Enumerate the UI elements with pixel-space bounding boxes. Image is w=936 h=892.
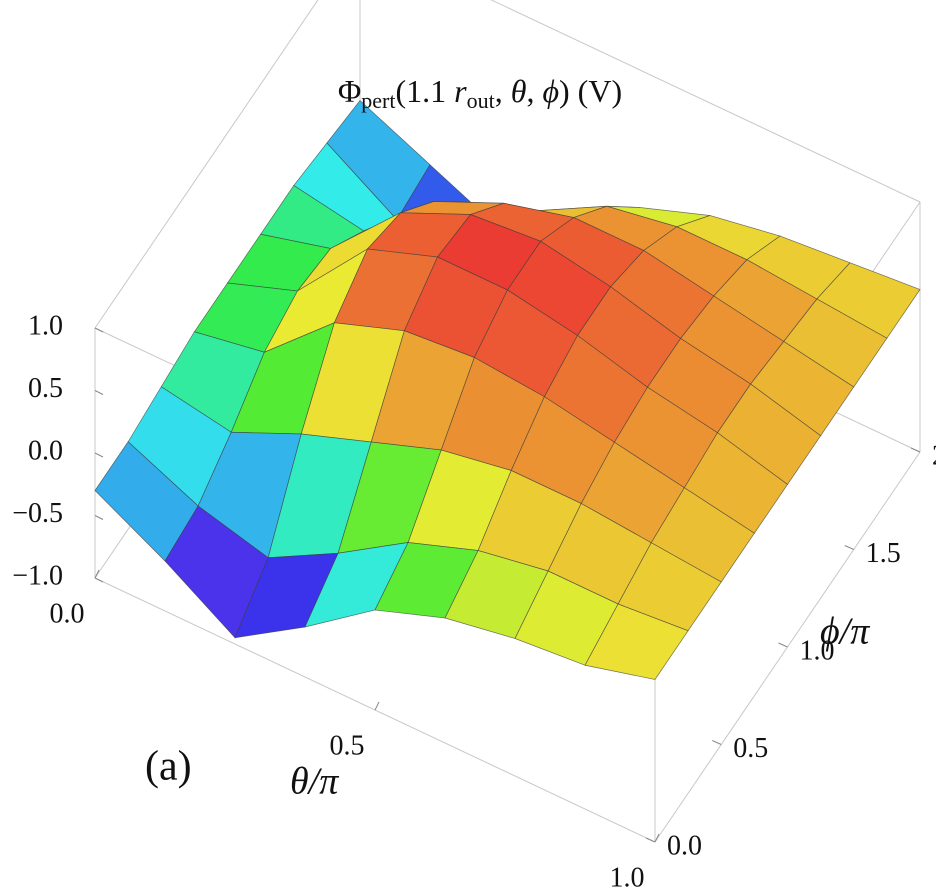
x-tick (374, 701, 380, 711)
z-tick-label: 0.0 (28, 435, 63, 466)
title-part: Φ (338, 73, 361, 109)
x-tick-label: 0.5 (330, 730, 365, 761)
z-tick (94, 390, 104, 395)
y-tick (645, 837, 656, 843)
y-tick-label: 1.0 (800, 635, 835, 666)
surface-cell (584, 603, 689, 680)
x-tick-label: 0.0 (50, 598, 85, 629)
title-part: (1.1 (396, 73, 455, 109)
y-tick (712, 740, 722, 745)
y-axis-label: ϕ/π (820, 611, 870, 653)
y-tick-label: 0.5 (733, 733, 768, 764)
z-tick (94, 452, 104, 458)
panel-label: (a) (145, 744, 192, 790)
box-edge (94, 0, 319, 329)
title-part: , (495, 73, 511, 109)
x-tick-label: 1.0 (610, 862, 645, 892)
title-part: out (467, 88, 495, 113)
z-tick-label: 1.0 (28, 310, 63, 341)
box-edge (490, 0, 921, 203)
z-tick (94, 577, 104, 583)
z-tick (94, 515, 104, 520)
plot: −1.0 −0.5 0.0 0.5 1.0 0.0 0.5 1.0 0.0 0.5 1.0 1.5 2.… (12, 0, 936, 892)
z-tick-label: 0.5 (28, 373, 63, 404)
title-part: r (454, 73, 467, 109)
chart-title: Φpert(1.1 rout, θ, ϕ) (V) (338, 73, 622, 113)
z-tick-label: −0.5 (12, 498, 63, 529)
title-part: ) (V) (559, 73, 622, 109)
x-tick (94, 569, 100, 579)
y-tick-label: 2.0 (932, 440, 936, 471)
title-part: ϕ (542, 73, 559, 109)
z-tick (94, 327, 104, 333)
x-tick (654, 833, 660, 843)
y-tick-label: 1.5 (866, 538, 901, 569)
y-tick-label: 0.0 (667, 830, 702, 861)
title-part: , (526, 73, 542, 109)
y-tick (910, 447, 921, 453)
z-tick-label: −1.0 (12, 560, 63, 591)
x-axis-label: θ/π (290, 761, 339, 803)
title-part: pert (361, 88, 395, 113)
y-tick (844, 545, 854, 550)
y-tick (778, 642, 788, 648)
title-part: θ (511, 73, 527, 109)
